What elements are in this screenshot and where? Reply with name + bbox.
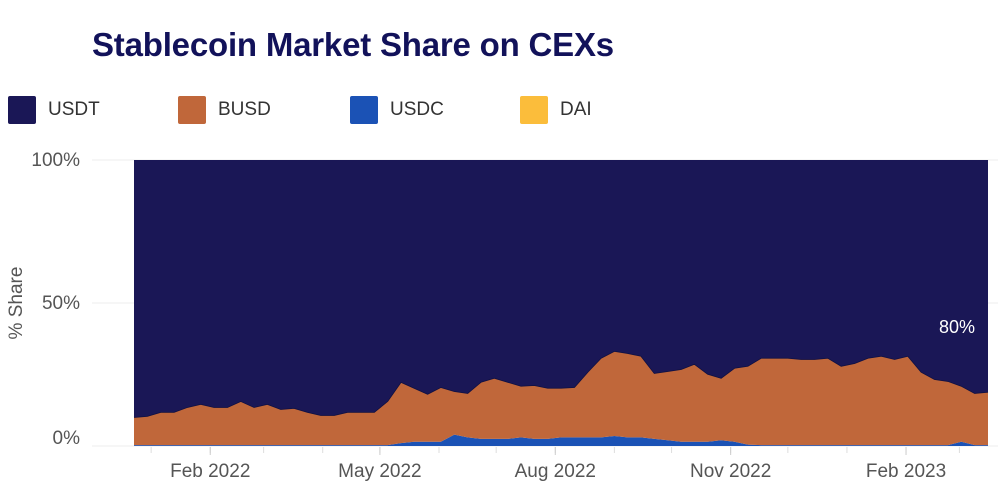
legend-swatch-busd	[178, 96, 206, 124]
legend-label: USDT	[48, 99, 100, 120]
legend-label: BUSD	[218, 99, 271, 120]
y-tick-label: 50%	[42, 293, 80, 314]
legend-item-busd[interactable]: BUSD	[178, 96, 271, 124]
y-tick-label: 0%	[53, 428, 81, 449]
area-usdc	[134, 434, 988, 446]
x-tick-label: Feb 2023	[866, 461, 946, 482]
legend-label: DAI	[560, 99, 592, 120]
legend-swatch-usdc	[350, 96, 378, 124]
legend-item-dai[interactable]: DAI	[520, 96, 592, 124]
x-tick-label: Nov 2022	[690, 461, 771, 482]
legend-swatch-dai	[520, 96, 548, 124]
x-tick-label: Aug 2022	[515, 461, 596, 482]
legend-label: USDC	[390, 99, 444, 120]
legend-item-usdt[interactable]: USDT	[8, 96, 100, 124]
area-usdt	[134, 160, 988, 418]
x-tick-label: May 2022	[338, 461, 421, 482]
y-tick-label: 100%	[31, 150, 80, 171]
x-tick-label: Feb 2022	[170, 461, 250, 482]
annotation-label: 80%	[939, 317, 975, 337]
chart-title: Stablecoin Market Share on CEXs	[92, 26, 614, 63]
areas	[133, 160, 989, 446]
axes: 0% 50% 100% Feb 2022 May 2022 Aug 2022 Nov 202…	[31, 150, 960, 482]
y-axis-label: % Share	[6, 267, 27, 340]
area-busd	[134, 351, 988, 446]
legend-swatch-usdt	[8, 96, 36, 124]
legend-item-usdc[interactable]: USDC	[350, 96, 444, 124]
